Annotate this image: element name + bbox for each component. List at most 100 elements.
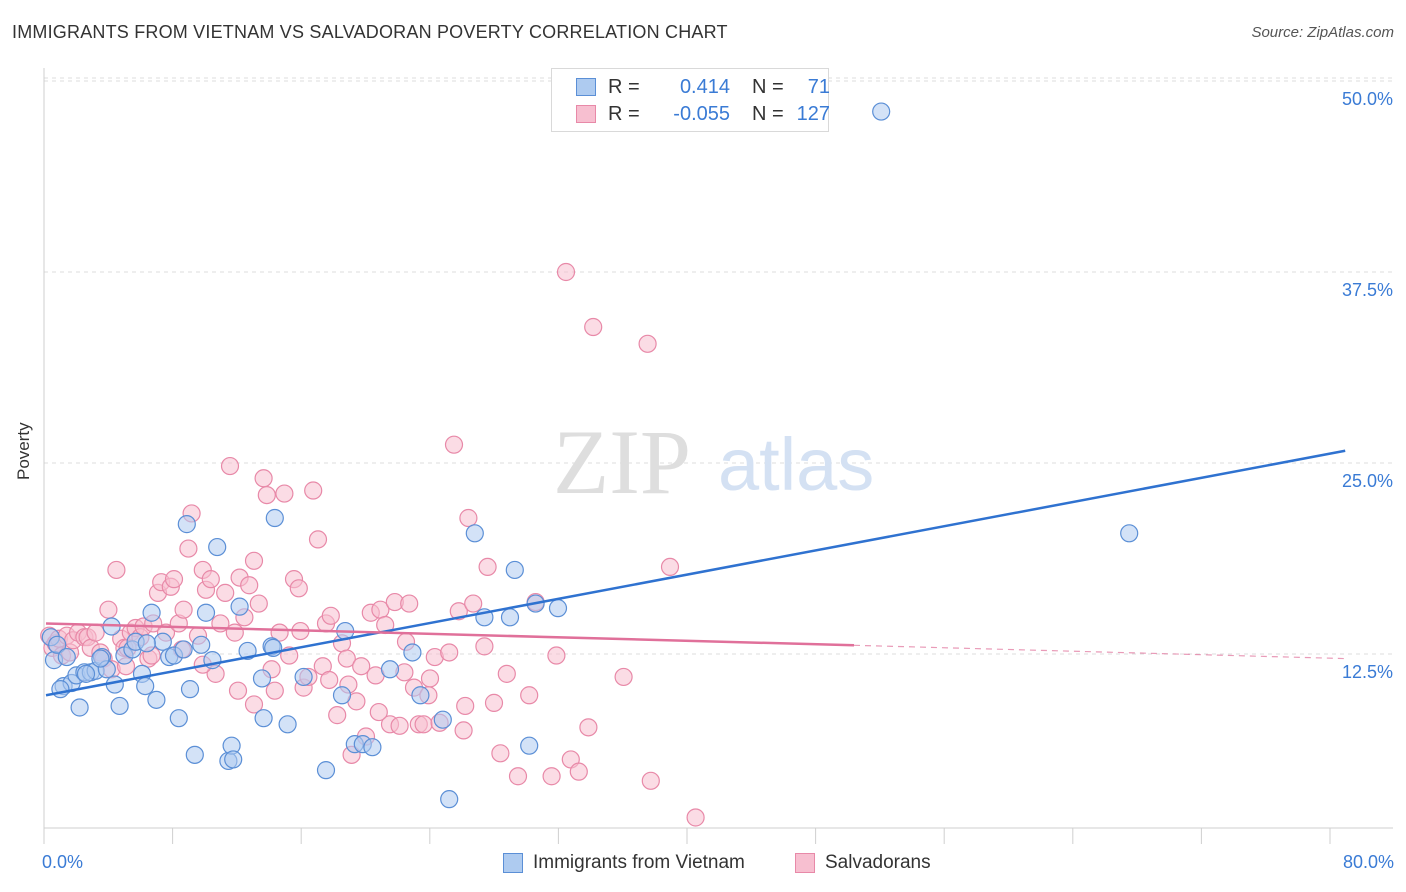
salvadoran-point bbox=[216, 583, 235, 602]
vietnam-point bbox=[548, 599, 568, 618]
salvadoran-point bbox=[228, 681, 248, 700]
salvadoran-trendline bbox=[45, 622, 855, 647]
salvadoran-point bbox=[579, 718, 598, 737]
legend-r-label: R = bbox=[608, 102, 640, 125]
salvadoran-point bbox=[320, 670, 339, 690]
vietnam-point bbox=[70, 698, 89, 717]
vietnam-point bbox=[91, 649, 110, 668]
vietnam-point bbox=[185, 745, 204, 764]
legend-n-label: N = bbox=[752, 75, 784, 98]
salvadoran-point bbox=[254, 469, 273, 488]
legend-n-value: 71 bbox=[807, 75, 830, 98]
watermark-atlas: atlas bbox=[718, 423, 874, 506]
legend-n-label: N = bbox=[752, 102, 784, 125]
salvadoran-point bbox=[304, 481, 323, 500]
salvadoran-point bbox=[308, 530, 328, 549]
salvadoran-point bbox=[440, 643, 459, 662]
vietnam-point bbox=[177, 515, 196, 534]
salvadoran-point bbox=[369, 702, 388, 722]
salvadoran-point bbox=[201, 570, 220, 589]
salvadoran-point bbox=[400, 594, 419, 613]
salvadoran-point bbox=[107, 560, 126, 580]
vietnam-point bbox=[142, 603, 161, 622]
salvadoran-point bbox=[352, 657, 371, 676]
bottom-legend-swatch-salvadorans bbox=[795, 853, 815, 873]
x-ticks bbox=[43, 828, 1331, 844]
salvadoran-point bbox=[454, 721, 473, 740]
salvadoran-point bbox=[556, 262, 576, 282]
vietnam-point bbox=[238, 641, 257, 661]
salvadoran-point bbox=[449, 602, 468, 621]
vietnam-point bbox=[230, 597, 249, 616]
vietnam-trendline bbox=[45, 449, 1346, 697]
watermark-zip: ZIP bbox=[553, 411, 691, 513]
salvadoran-point bbox=[244, 551, 264, 570]
legend-r-value: -0.055 bbox=[673, 102, 730, 125]
salvadoran-point bbox=[244, 695, 264, 714]
vietnam-point bbox=[169, 709, 188, 728]
x-tick-label-min: 0.0% bbox=[42, 852, 84, 872]
salvadoran-point bbox=[660, 557, 680, 577]
vietnam-point bbox=[403, 643, 422, 662]
vietnam-point bbox=[316, 761, 336, 780]
vietnam-point bbox=[520, 736, 539, 755]
salvadoran-point bbox=[520, 686, 539, 705]
salvadoran-point bbox=[265, 681, 284, 700]
salvadoran-point bbox=[220, 456, 240, 476]
vietnam-point bbox=[180, 680, 200, 699]
vietnam-point bbox=[265, 508, 284, 528]
vietnam-point bbox=[153, 632, 172, 651]
legend-n-value: 127 bbox=[796, 102, 830, 125]
vietnam-point bbox=[224, 750, 243, 769]
salvadoran-point bbox=[497, 664, 516, 683]
salvadoran-point bbox=[444, 435, 464, 454]
salvadoran-point bbox=[475, 637, 494, 656]
chart-title: IMMIGRANTS FROM VIETNAM VS SALVADORAN PO… bbox=[12, 22, 728, 42]
vietnam-point bbox=[208, 537, 227, 557]
bottom-legend-salvadorans[interactable]: Salvadorans bbox=[795, 852, 931, 874]
vietnam-point bbox=[196, 603, 216, 622]
vietnam-point bbox=[465, 524, 484, 543]
source-label: Source: ZipAtlas.com bbox=[1251, 24, 1394, 41]
vietnam-point bbox=[872, 102, 891, 121]
vietnam-point bbox=[278, 715, 297, 734]
vietnam-point bbox=[147, 690, 166, 709]
salvadoran-point bbox=[225, 623, 244, 642]
salvadoran-point bbox=[99, 600, 118, 619]
vietnam-point bbox=[136, 676, 155, 696]
y-tick-label: 25.0% bbox=[1341, 471, 1393, 491]
salvadoran-trendline-projection bbox=[853, 644, 1346, 660]
bottom-legend-vietnam[interactable]: Immigrants from Vietnam bbox=[503, 852, 745, 874]
salvadoran-point bbox=[240, 576, 259, 595]
salvadoran-point bbox=[491, 744, 510, 763]
vietnam-point bbox=[1120, 524, 1139, 543]
y-tick-label: 50.0% bbox=[1341, 89, 1393, 109]
y-axis-label: Poverty bbox=[14, 422, 33, 480]
bottom-legend-label-salvadorans: Salvadorans bbox=[825, 852, 931, 873]
vietnam-point bbox=[411, 686, 430, 705]
vietnam-point bbox=[76, 664, 96, 683]
watermark: ZIP atlas bbox=[553, 411, 874, 513]
salvadoran-point bbox=[547, 646, 566, 665]
salvadoran-point bbox=[414, 715, 433, 734]
vietnam-point bbox=[433, 710, 452, 729]
salvadoran-point bbox=[484, 693, 504, 712]
salvadoran-point bbox=[270, 623, 289, 642]
vietnam-point bbox=[51, 680, 70, 699]
salvadoran-point bbox=[508, 767, 528, 786]
salvadoran-point bbox=[569, 762, 588, 781]
vietnam-point bbox=[192, 635, 211, 654]
legend-r-value: 0.414 bbox=[679, 75, 730, 98]
salvadoran-point bbox=[337, 649, 356, 668]
salvadoran-point bbox=[456, 696, 475, 716]
legend-swatch-salvadorans bbox=[576, 105, 596, 123]
salvadoran-point bbox=[584, 317, 603, 337]
salvadoran-point bbox=[542, 767, 561, 786]
vietnam-points bbox=[41, 102, 1139, 809]
vietnam-point bbox=[254, 709, 273, 728]
salvadoran-point bbox=[459, 508, 478, 528]
salvadoran-point bbox=[289, 579, 308, 598]
salvadoran-point bbox=[464, 594, 483, 613]
bottom-legend: Immigrants from Vietnam Salvadorans bbox=[0, 852, 1406, 878]
